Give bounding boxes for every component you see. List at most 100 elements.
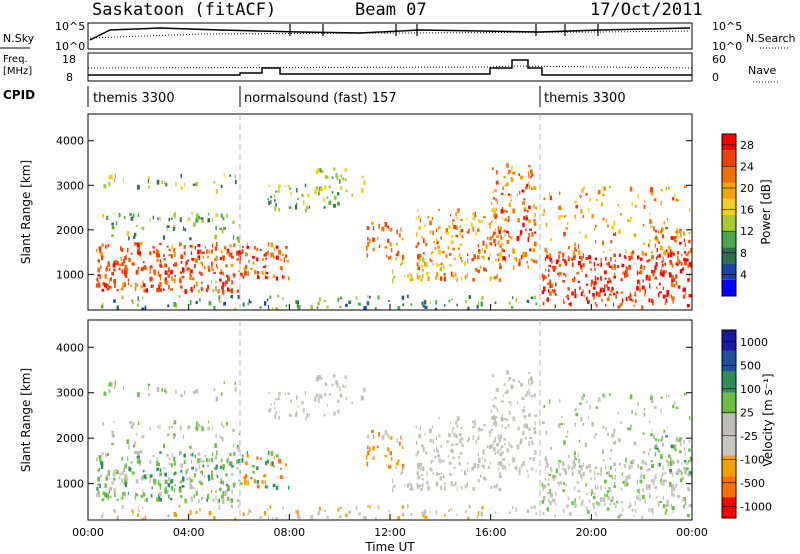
power-cell: [111, 222, 114, 226]
velocity-cell: [468, 504, 471, 509]
power-cell: [557, 272, 560, 275]
velocity-cell: [225, 421, 228, 426]
velocity-cell: [526, 391, 529, 395]
power-cell: [545, 269, 547, 272]
velocity-cell: [168, 425, 171, 430]
velocity-cell: [420, 487, 423, 491]
velocity-cell: [135, 493, 138, 497]
power-cell: [670, 249, 672, 255]
velocity-cell: [192, 390, 196, 394]
power-cell: [529, 248, 532, 252]
power-cell: [179, 271, 183, 274]
velocity-cell: [305, 416, 307, 421]
power-cell: [195, 301, 198, 305]
power-cell: [108, 181, 111, 187]
power-cell: [417, 266, 421, 271]
velocity-cell: [125, 462, 127, 466]
velocity-cell: [659, 481, 663, 485]
power-cell: [120, 287, 123, 291]
velocity-cell: [285, 514, 287, 517]
power-cell: [378, 244, 381, 248]
velocity-cell: [677, 407, 680, 410]
velocity-cell: [141, 434, 145, 439]
velocity-cell: [320, 377, 323, 380]
power-cell: [381, 226, 385, 232]
power-cell: [678, 230, 682, 234]
velocity-cell: [484, 458, 486, 463]
power-cell: [667, 186, 670, 190]
velocity-cell: [549, 399, 551, 404]
velocity-cell: [652, 480, 655, 486]
velocity-cell: [425, 451, 428, 455]
power-cell: [132, 299, 134, 305]
power-cell: [207, 284, 210, 290]
power-cell: [453, 257, 456, 261]
velocity-cell: [582, 422, 585, 427]
velocity-cell: [435, 472, 438, 476]
power-cell: [304, 183, 307, 188]
velocity-cell: [95, 492, 98, 498]
power-cell: [483, 267, 486, 271]
power-colorbar-tick-label: 24: [740, 160, 754, 173]
power-cell: [506, 182, 509, 187]
velocity-cell: [453, 466, 456, 470]
nsky-tick-bottom: 10^0: [55, 40, 85, 53]
velocity-cell: [650, 508, 654, 511]
velocity-cell: [676, 436, 679, 442]
velocity-cell: [210, 457, 214, 463]
power-cell: [592, 292, 595, 297]
velocity-cell: [585, 465, 589, 469]
velocity-cell: [170, 463, 173, 468]
power-cell: [401, 237, 404, 241]
velocity-cell: [605, 427, 608, 431]
power-cell: [239, 273, 243, 276]
power-cell: [672, 197, 675, 201]
power-cell: [456, 216, 459, 220]
power-cell: [236, 289, 240, 293]
velocity-cell: [267, 514, 270, 520]
power-cell: [126, 230, 129, 236]
velocity-cell: [679, 442, 682, 447]
power-cell: [164, 270, 168, 275]
power-cell: [628, 255, 632, 261]
power-cell: [562, 258, 565, 261]
power-cell: [161, 265, 163, 268]
power-cell: [208, 249, 210, 254]
velocity-cell: [137, 513, 139, 517]
power-cell: [142, 260, 145, 264]
power-cell: [107, 286, 109, 291]
power-cell: [265, 252, 268, 257]
velocity-cell: [648, 484, 651, 488]
velocity-cell: [103, 391, 107, 396]
velocity-cell: [530, 506, 534, 509]
cpid-mode-2: normalsound (fast) 157: [244, 91, 397, 106]
power-cell: [130, 252, 133, 255]
velocity-cell: [631, 508, 634, 512]
velocity-cell: [172, 458, 175, 461]
velocity-cell: [508, 511, 511, 515]
power-cell: [189, 300, 192, 306]
velocity-cell: [580, 416, 583, 422]
power-cell: [147, 176, 150, 179]
power-cell: [627, 219, 629, 223]
power-colorbar-swatch: [722, 231, 736, 248]
velocity-cell: [682, 498, 685, 502]
velocity-cell: [111, 442, 114, 446]
velocity-cell: [507, 423, 510, 428]
velocity-cell: [471, 466, 474, 471]
velocity-cell: [658, 462, 661, 467]
velocity-cell: [594, 513, 596, 516]
power-cell: [563, 259, 567, 263]
velocity-cell: [96, 486, 99, 491]
power-cell: [245, 252, 248, 256]
velocity-cell: [211, 452, 214, 457]
velocity-cell: [535, 414, 537, 418]
velocity-cell: [483, 476, 486, 481]
power-cell: [500, 209, 504, 214]
velocity-cell: [515, 507, 517, 513]
power-cell: [564, 215, 566, 218]
velocity-cell: [167, 514, 170, 518]
velocity-cell: [268, 408, 271, 413]
power-cell: [667, 245, 671, 250]
power-cell: [195, 213, 198, 219]
